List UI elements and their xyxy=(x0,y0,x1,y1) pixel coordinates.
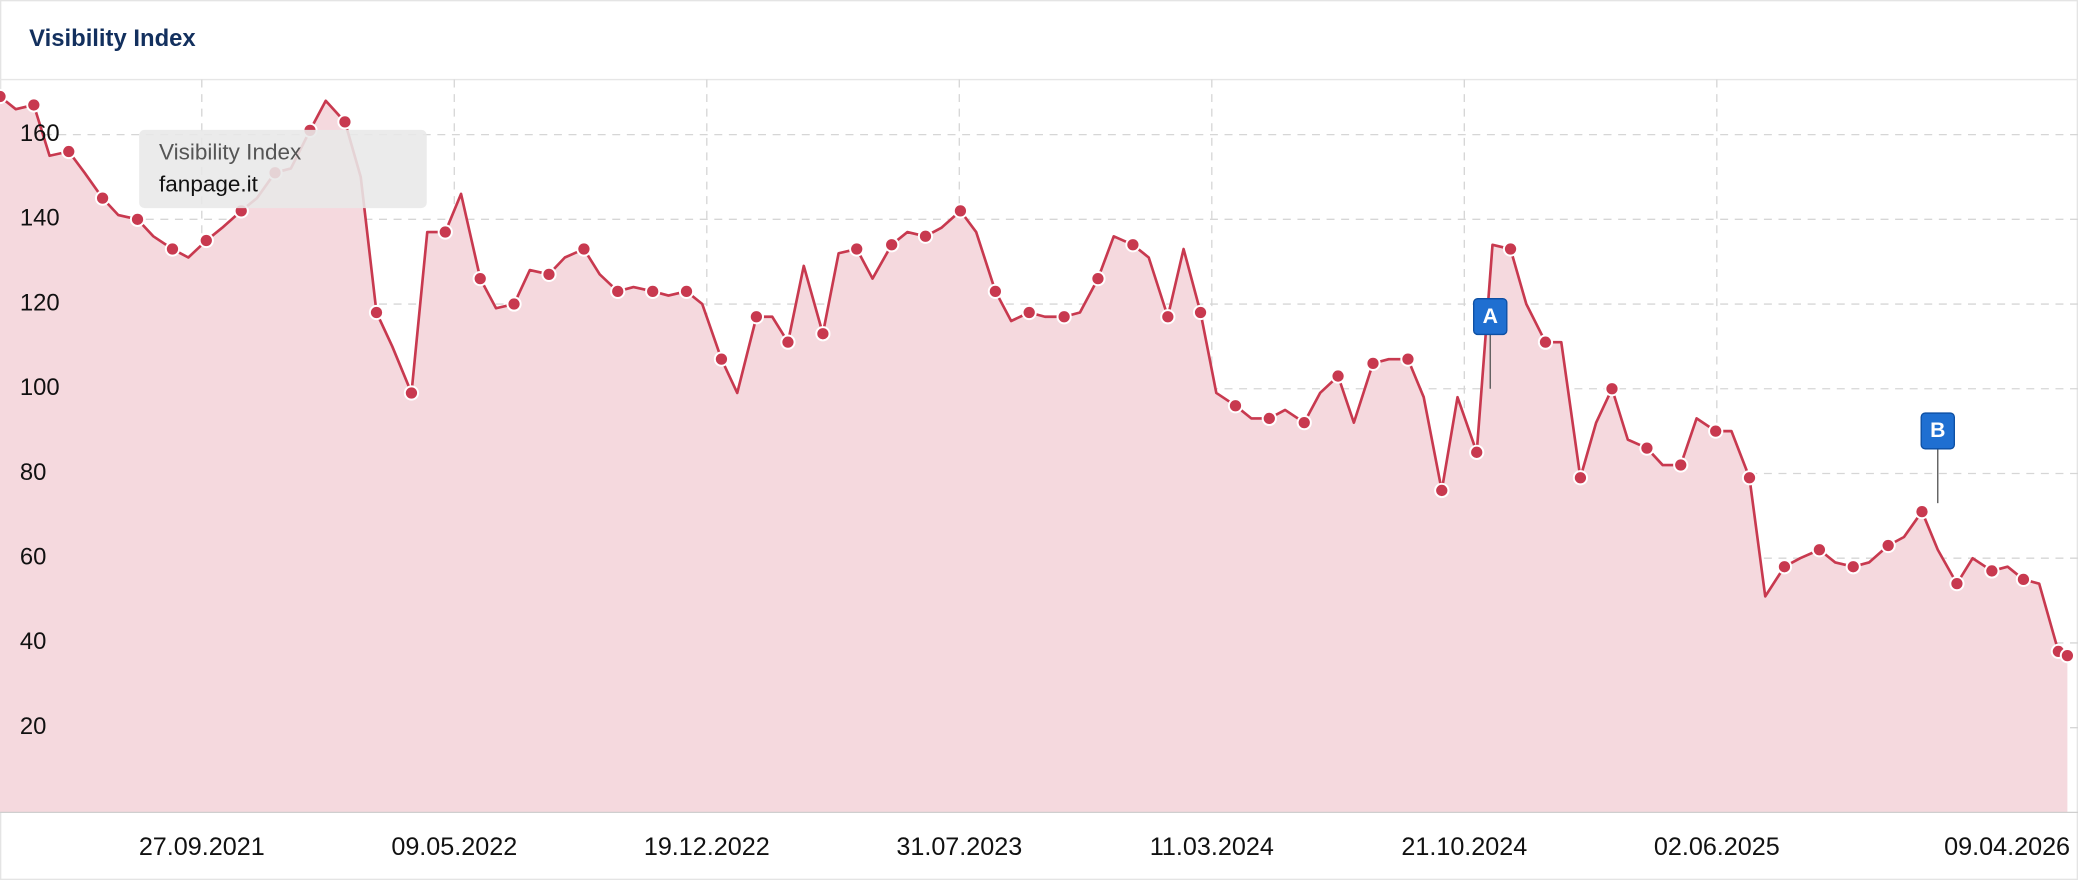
data-point xyxy=(1330,368,1346,384)
data-point xyxy=(1708,423,1724,439)
data-point xyxy=(1192,304,1209,321)
x-tick-label: 09.05.2022 xyxy=(391,833,517,861)
x-tick-label: 11.03.2024 xyxy=(1150,833,1274,861)
data-point xyxy=(917,228,934,244)
data-point xyxy=(198,232,214,249)
data-point xyxy=(1572,470,1589,486)
x-tick-label: 19.12.2022 xyxy=(644,833,770,861)
data-point xyxy=(849,241,865,257)
data-point xyxy=(1296,415,1312,431)
data-point xyxy=(1914,504,1930,520)
data-point xyxy=(1021,304,1037,321)
data-point xyxy=(1261,410,1277,427)
area xyxy=(0,96,2068,813)
annotation-label: A xyxy=(1483,305,1498,328)
data-point xyxy=(0,88,8,105)
data-point xyxy=(987,283,1003,299)
tooltip-label: fanpage.it xyxy=(159,172,259,197)
chart-title: Visibility Index xyxy=(29,25,196,52)
tooltip-title: Visibility Index xyxy=(159,140,302,165)
y-tick-label: 40 xyxy=(20,628,47,655)
data-point xyxy=(1776,559,1793,575)
data-point xyxy=(164,241,181,257)
data-point xyxy=(610,283,626,299)
data-point xyxy=(94,190,111,206)
data-point xyxy=(129,211,146,227)
data-point xyxy=(645,283,661,299)
data-point xyxy=(368,304,385,321)
data-point xyxy=(1502,241,1519,257)
data-point xyxy=(541,266,557,283)
tooltip xyxy=(139,129,427,209)
data-point xyxy=(815,326,831,342)
data-point xyxy=(337,114,353,130)
data-point xyxy=(952,203,969,219)
x-tick-label: 09.04.2026 xyxy=(1944,833,2070,861)
data-point xyxy=(713,351,730,367)
data-point xyxy=(1811,542,1828,558)
y-tick-label: 80 xyxy=(20,459,47,486)
data-point xyxy=(678,283,695,299)
data-point xyxy=(1160,309,1176,325)
data-point xyxy=(1434,482,1450,499)
x-tick-label: 31.07.2023 xyxy=(896,833,1022,861)
y-tick-label: 60 xyxy=(20,544,47,571)
x-tick-label: 02.06.2025 xyxy=(1654,833,1780,861)
data-point xyxy=(1949,576,1965,592)
data-point xyxy=(1090,271,1106,287)
data-point xyxy=(748,309,765,325)
x-tick-label: 21.10.2024 xyxy=(1401,833,1527,861)
data-point xyxy=(1639,440,1655,456)
data-point xyxy=(26,97,42,113)
y-tick-label: 140 xyxy=(20,205,60,232)
data-point xyxy=(1741,470,1758,486)
data-point xyxy=(2015,571,2032,588)
data-point xyxy=(1673,457,1689,473)
plot-area: 20 40 60 80 100 120 140 160 27.09.2021 09.05.2022… xyxy=(0,79,2078,861)
data-point xyxy=(1056,309,1072,325)
data-point xyxy=(61,143,77,160)
data-point xyxy=(1537,334,1554,350)
data-point xyxy=(472,271,488,287)
data-point xyxy=(1604,381,1620,397)
data-point xyxy=(1469,444,1485,460)
data-point xyxy=(1984,563,2000,579)
data-point xyxy=(1880,537,1896,554)
data-point xyxy=(506,296,522,312)
data-point xyxy=(403,385,420,401)
data-point xyxy=(780,334,796,350)
y-tick-label: 20 xyxy=(20,713,47,740)
y-tick-label: 160 xyxy=(20,120,60,147)
data-point xyxy=(1400,351,1416,367)
y-tick-label: 120 xyxy=(20,289,60,316)
y-tick-label: 100 xyxy=(20,374,60,401)
x-tick-label: 27.09.2021 xyxy=(139,833,265,861)
data-point xyxy=(1845,559,1861,575)
annotation-flag xyxy=(1920,412,1955,450)
data-point xyxy=(884,237,900,253)
data-point xyxy=(576,241,592,257)
data-point xyxy=(1227,398,1244,414)
data-point xyxy=(1365,355,1381,371)
data-point xyxy=(2059,648,2076,664)
data-point xyxy=(437,224,453,240)
annotation-flag xyxy=(1473,297,1508,336)
data-point xyxy=(1125,237,1141,253)
annotation-label: B xyxy=(1930,419,1945,442)
